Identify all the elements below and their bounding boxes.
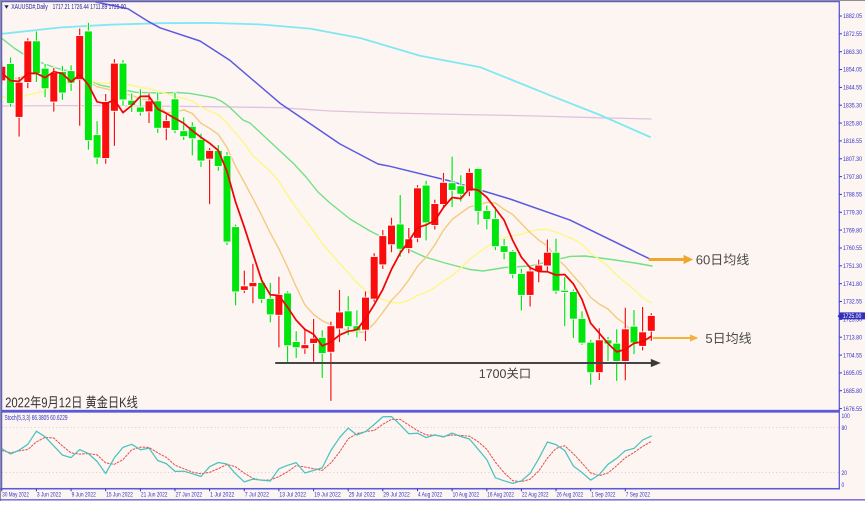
svg-text:1 Jul 2022: 1 Jul 2022 [210, 492, 234, 499]
svg-text:1751.30: 1751.30 [843, 263, 862, 270]
svg-text:1732.55: 1732.55 [843, 299, 862, 306]
svg-text:22 Aug 2022: 22 Aug 2022 [522, 492, 549, 499]
svg-text:0: 0 [842, 482, 845, 489]
svg-text:1844.55: 1844.55 [843, 85, 862, 92]
svg-text:25 Jul 2022: 25 Jul 2022 [349, 492, 376, 499]
svg-text:26 Aug 2022: 26 Aug 2022 [557, 492, 584, 499]
svg-text:1725.00: 1725.00 [843, 313, 862, 320]
svg-text:1816.55: 1816.55 [843, 138, 862, 145]
svg-text:1717.21 1726.44 1711.89 1725.0: 1717.21 1726.44 1711.89 1725.00 [53, 2, 127, 11]
svg-text:1882.05: 1882.05 [843, 13, 862, 20]
svg-text:16 Aug 2022: 16 Aug 2022 [487, 492, 514, 499]
svg-text:4 Aug 2022: 4 Aug 2022 [418, 492, 442, 499]
svg-text:29 Jul 2022: 29 Jul 2022 [383, 492, 410, 499]
svg-text:1741.80: 1741.80 [843, 281, 862, 288]
svg-text:21 Jun 2022: 21 Jun 2022 [141, 492, 168, 499]
svg-text:1704.55: 1704.55 [843, 352, 862, 359]
svg-text:100: 100 [842, 413, 850, 420]
svg-text:Stoch(5,3,3) 66.3805 60.6229: Stoch(5,3,3) 66.3805 60.6229 [5, 413, 68, 422]
svg-text:1695.05: 1695.05 [843, 370, 862, 377]
svg-text:1769.80: 1769.80 [843, 227, 862, 234]
svg-text:1788.55: 1788.55 [843, 192, 862, 199]
svg-text:1676.55: 1676.55 [843, 406, 862, 413]
svg-text:1872.55: 1872.55 [843, 31, 862, 38]
svg-text:80: 80 [842, 425, 848, 432]
svg-text:15 Jun 2022: 15 Jun 2022 [106, 492, 133, 499]
svg-text:1797.80: 1797.80 [843, 174, 862, 181]
svg-text:20: 20 [842, 470, 848, 477]
svg-text:7 Jul 2022: 7 Jul 2022 [245, 492, 269, 499]
svg-text:1713.80: 1713.80 [843, 334, 862, 341]
svg-text:1685.80: 1685.80 [843, 388, 862, 395]
svg-text:1863.30: 1863.30 [843, 49, 862, 56]
svg-text:1835.30: 1835.30 [843, 102, 862, 109]
svg-text:1807.30: 1807.30 [843, 156, 862, 163]
svg-text:9 Jun 2022: 9 Jun 2022 [72, 492, 96, 499]
svg-text:7 Sep 2022: 7 Sep 2022 [626, 492, 650, 499]
svg-text:3 Jun 2022: 3 Jun 2022 [37, 492, 61, 499]
svg-text:30 May 2022: 30 May 2022 [2, 492, 29, 499]
svg-text:1723.30: 1723.30 [843, 317, 862, 324]
svg-text:13 Jul 2022: 13 Jul 2022 [279, 492, 306, 499]
svg-text:1760.55: 1760.55 [843, 245, 862, 252]
svg-text:1854.05: 1854.05 [843, 67, 862, 74]
svg-text:1779.30: 1779.30 [843, 210, 862, 217]
svg-text:19 Jul 2022: 19 Jul 2022 [314, 492, 341, 499]
svg-text:27 Jun 2022: 27 Jun 2022 [176, 492, 203, 499]
svg-text:10 Aug 2022: 10 Aug 2022 [453, 492, 480, 499]
svg-text:1 Sep 2022: 1 Sep 2022 [591, 492, 615, 499]
svg-text:1825.80: 1825.80 [843, 120, 862, 127]
svg-text:XAUUSD#,Daily: XAUUSD#,Daily [11, 2, 48, 11]
